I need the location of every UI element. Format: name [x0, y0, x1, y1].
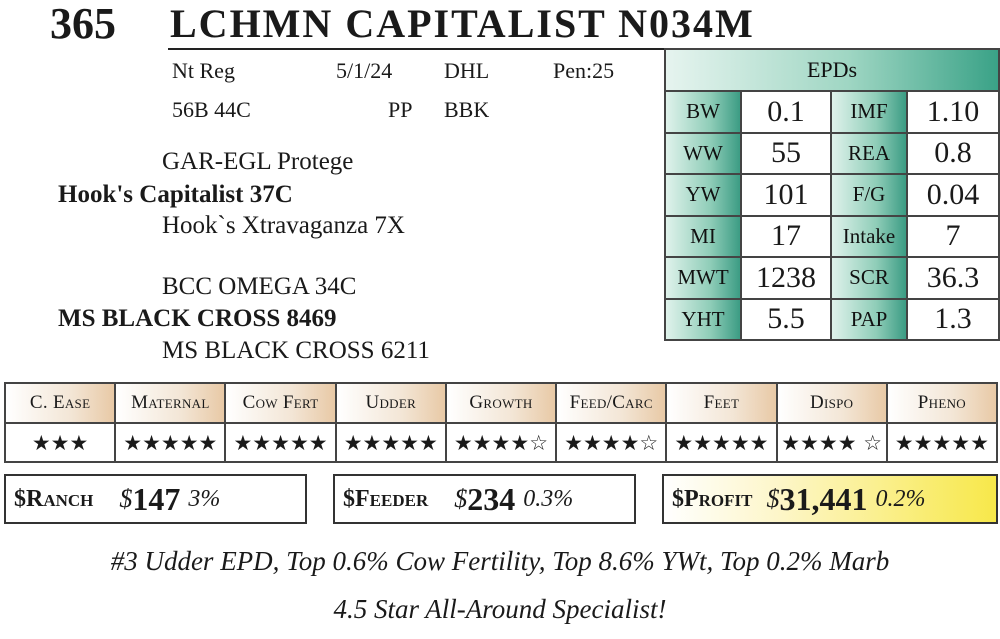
- epd-label: PAP: [830, 297, 908, 341]
- star-rating: ★★★★☆: [444, 422, 558, 463]
- title-divider: [168, 48, 1000, 50]
- registration-type: Nt Reg: [172, 58, 235, 83]
- rating-category: C. Ease: [3, 382, 117, 424]
- lot-number: 365: [50, 0, 116, 48]
- epd-label: YHT: [664, 297, 742, 341]
- feeder-index-percentile: 0.3%: [523, 485, 574, 512]
- highlight-note-2: 4.5 Star All-Around Specialist!: [333, 594, 667, 624]
- pedigree-sire: Hook's Capitalist 37C: [58, 181, 293, 208]
- epd-value: 1.10: [906, 90, 1000, 134]
- ranch-dollar-sign: $: [119, 484, 133, 513]
- star-rating: ★★★: [3, 422, 117, 463]
- birth-date: 5/1/24: [336, 58, 393, 83]
- epd-value: 36.3: [906, 256, 1000, 300]
- star-rating: ★★★★★: [334, 422, 447, 463]
- profit-index-value: 31,441: [779, 480, 868, 517]
- epd-value: 1.3: [906, 297, 1000, 341]
- rating-category: Maternal: [114, 382, 227, 424]
- epd-value: 0.1: [740, 90, 832, 134]
- ranch-index-value: 147: [132, 480, 181, 517]
- profit-index-label: $Profit: [672, 485, 753, 512]
- epd-label: BW: [664, 90, 742, 134]
- rating-category: Cow Fert: [224, 382, 337, 424]
- epd-label: SCR: [830, 256, 908, 300]
- star-rating: ★★★★★: [885, 422, 999, 463]
- epd-header: EPDs: [664, 48, 1000, 92]
- star-rating: ★★★★★: [114, 422, 227, 463]
- pedigree-dam-dam: MS BLACK CROSS 6211: [162, 337, 430, 364]
- epd-value: 1238: [740, 256, 832, 300]
- pedigree-sire-dam: Hook`s Xtravaganza 7X: [162, 212, 405, 239]
- highlight-note-1: #3 Udder EPD, Top 0.6% Cow Fertility, To…: [110, 546, 890, 576]
- pedigree-dam-sire: BCC OMEGA 34C: [162, 273, 357, 300]
- animal-name: LCHMN CAPITALIST N034M: [170, 1, 755, 46]
- ranch-index-percentile: 3%: [188, 485, 221, 512]
- star-rating: ★★★★☆: [555, 422, 668, 463]
- rating-category: Growth: [444, 382, 558, 424]
- pen-number: Pen:25: [553, 58, 615, 83]
- epd-label: MWT: [664, 256, 742, 300]
- epd-table: EPDs BW 0.1 IMF 1.10 WW 55 REA 0.8 YW 10…: [664, 48, 1000, 341]
- pedigree-sire-sire: GAR-EGL Protege: [162, 148, 354, 175]
- epd-value: 0.04: [906, 173, 1000, 217]
- ranch-index-box: $Ranch $ 147 3%: [4, 474, 307, 524]
- epd-label: F/G: [830, 173, 908, 217]
- epd-label: WW: [664, 131, 742, 175]
- epd-label: IMF: [830, 90, 908, 134]
- star-rating: ★★★★★: [224, 422, 337, 463]
- rating-category: Udder: [334, 382, 447, 424]
- epd-value: 0.8: [906, 131, 1000, 175]
- epd-value: 55: [740, 131, 832, 175]
- epd-label: YW: [664, 173, 742, 217]
- rating-category: Feet: [665, 382, 778, 424]
- feeder-index-box: $Feeder $ 234 0.3%: [333, 474, 636, 524]
- rating-category: Feed/Carc: [555, 382, 668, 424]
- feeder-index-value: 234: [467, 480, 516, 517]
- profit-dollar-sign: $: [766, 484, 780, 513]
- tattoo: 56B 44C: [172, 97, 251, 122]
- epd-value: 101: [740, 173, 832, 217]
- profit-index-box: $Profit $ 31,441 0.2%: [662, 474, 998, 524]
- breeder-code: DHL: [444, 58, 490, 83]
- epd-value: 5.5: [740, 297, 832, 341]
- rating-category: Dispo: [775, 382, 888, 424]
- epd-label: REA: [830, 131, 908, 175]
- star-ratings-table: C. Ease Maternal Cow Fert Udder Growth F…: [3, 382, 999, 463]
- epd-value: 7: [906, 214, 1000, 258]
- epd-label: Intake: [830, 214, 908, 258]
- star-rating: ★★★★ ☆: [775, 422, 888, 463]
- profit-index-percentile: 0.2%: [875, 485, 926, 512]
- feeder-dollar-sign: $: [454, 484, 468, 513]
- ranch-index-label: $Ranch: [14, 485, 94, 512]
- polled-status: PP: [388, 97, 413, 122]
- feeder-index-label: $Feeder: [343, 485, 429, 512]
- star-rating: ★★★★★: [665, 422, 778, 463]
- epd-value: 17: [740, 214, 832, 258]
- pedigree-dam: MS BLACK CROSS 8469: [58, 305, 337, 332]
- rating-category: Pheno: [885, 382, 999, 424]
- color-code: BBK: [444, 97, 490, 122]
- epd-label: MI: [664, 214, 742, 258]
